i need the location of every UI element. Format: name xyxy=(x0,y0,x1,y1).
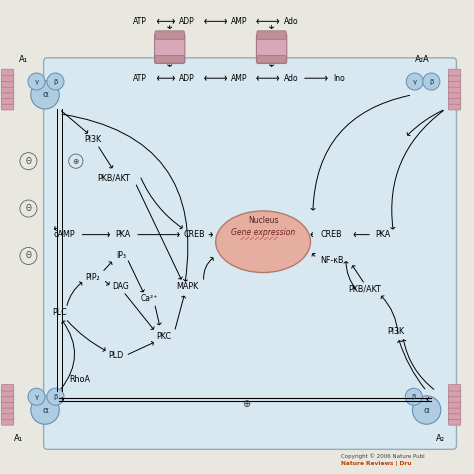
FancyBboxPatch shape xyxy=(448,419,461,425)
FancyBboxPatch shape xyxy=(155,31,184,39)
Text: cAMP: cAMP xyxy=(53,230,75,239)
Circle shape xyxy=(31,396,59,424)
Text: PI3K: PI3K xyxy=(387,328,404,336)
Text: A₁: A₁ xyxy=(14,434,24,443)
FancyBboxPatch shape xyxy=(1,401,14,408)
FancyBboxPatch shape xyxy=(1,384,14,391)
Circle shape xyxy=(47,388,64,405)
Text: CREB: CREB xyxy=(321,230,343,239)
Text: α: α xyxy=(42,406,48,414)
FancyBboxPatch shape xyxy=(448,92,461,99)
FancyBboxPatch shape xyxy=(1,413,14,419)
Text: β: β xyxy=(411,394,416,400)
Text: ATP: ATP xyxy=(133,17,147,26)
FancyBboxPatch shape xyxy=(1,86,14,93)
FancyBboxPatch shape xyxy=(448,390,461,397)
Text: PKA: PKA xyxy=(375,230,391,239)
Text: PIP₂: PIP₂ xyxy=(85,273,100,282)
Text: γ: γ xyxy=(413,79,417,84)
Text: Θ: Θ xyxy=(26,204,31,213)
Text: MAPK: MAPK xyxy=(176,283,198,291)
FancyBboxPatch shape xyxy=(256,34,287,64)
FancyBboxPatch shape xyxy=(448,407,461,414)
Text: γ: γ xyxy=(35,79,38,84)
Text: γ: γ xyxy=(35,394,38,400)
FancyBboxPatch shape xyxy=(448,81,461,87)
Text: A₂: A₂ xyxy=(437,434,445,443)
FancyBboxPatch shape xyxy=(448,69,461,76)
Text: PI3K: PI3K xyxy=(84,136,101,144)
Text: PLD: PLD xyxy=(109,351,124,360)
Text: Nucleus: Nucleus xyxy=(248,216,278,225)
FancyBboxPatch shape xyxy=(448,103,461,110)
FancyBboxPatch shape xyxy=(44,58,456,449)
Circle shape xyxy=(412,396,441,424)
Ellipse shape xyxy=(216,211,310,273)
FancyBboxPatch shape xyxy=(257,31,286,39)
FancyBboxPatch shape xyxy=(155,55,184,63)
Circle shape xyxy=(405,388,422,405)
FancyBboxPatch shape xyxy=(1,407,14,414)
Text: Θ: Θ xyxy=(26,157,31,165)
Text: ATP: ATP xyxy=(133,74,147,82)
FancyBboxPatch shape xyxy=(1,81,14,87)
Circle shape xyxy=(28,388,45,405)
FancyBboxPatch shape xyxy=(448,75,461,82)
Text: AMP: AMP xyxy=(231,17,247,26)
Text: RhoA: RhoA xyxy=(69,375,90,383)
FancyBboxPatch shape xyxy=(155,34,185,64)
FancyBboxPatch shape xyxy=(448,384,461,391)
Text: PKB/AKT: PKB/AKT xyxy=(348,285,382,293)
FancyBboxPatch shape xyxy=(448,396,461,402)
Circle shape xyxy=(28,73,45,90)
Text: α: α xyxy=(424,406,429,414)
Circle shape xyxy=(406,73,423,90)
Text: Ca²⁺: Ca²⁺ xyxy=(141,294,158,303)
Text: DAG: DAG xyxy=(112,283,129,291)
Text: Ado: Ado xyxy=(284,74,299,82)
Text: Copyright © 2006 Nature Publ: Copyright © 2006 Nature Publ xyxy=(341,453,425,459)
FancyBboxPatch shape xyxy=(1,103,14,110)
Text: ADP: ADP xyxy=(179,17,195,26)
Circle shape xyxy=(423,73,440,90)
Text: β: β xyxy=(429,79,434,84)
FancyBboxPatch shape xyxy=(448,401,461,408)
Text: PKB/AKT: PKB/AKT xyxy=(97,173,130,182)
Text: β: β xyxy=(53,394,58,400)
Text: Gene expression: Gene expression xyxy=(231,228,295,237)
Text: β: β xyxy=(53,79,58,84)
FancyBboxPatch shape xyxy=(257,55,286,63)
Text: Θ: Θ xyxy=(26,252,31,260)
FancyBboxPatch shape xyxy=(1,92,14,99)
Circle shape xyxy=(31,81,59,109)
FancyBboxPatch shape xyxy=(1,419,14,425)
Text: A₁: A₁ xyxy=(19,55,28,64)
Text: A₂A: A₂A xyxy=(414,55,429,64)
Text: Ino: Ino xyxy=(333,74,345,82)
Text: PLC: PLC xyxy=(52,309,67,317)
FancyBboxPatch shape xyxy=(1,390,14,397)
Text: α: α xyxy=(42,91,48,99)
FancyBboxPatch shape xyxy=(1,69,14,76)
Text: ⊕: ⊕ xyxy=(242,399,251,409)
FancyBboxPatch shape xyxy=(448,86,461,93)
Text: PKC: PKC xyxy=(156,332,171,341)
Text: AMP: AMP xyxy=(231,74,247,82)
Text: PKA: PKA xyxy=(116,230,131,239)
Text: IP₃: IP₃ xyxy=(116,252,126,260)
Text: ADP: ADP xyxy=(179,74,195,82)
Circle shape xyxy=(47,73,64,90)
FancyBboxPatch shape xyxy=(1,98,14,104)
Text: CREB: CREB xyxy=(183,230,205,239)
FancyBboxPatch shape xyxy=(448,98,461,104)
FancyBboxPatch shape xyxy=(1,396,14,402)
FancyBboxPatch shape xyxy=(448,413,461,419)
Text: ⊕: ⊕ xyxy=(73,157,79,165)
FancyBboxPatch shape xyxy=(1,75,14,82)
Text: NF-κB: NF-κB xyxy=(320,256,344,265)
Text: Nature Reviews | Dru: Nature Reviews | Dru xyxy=(341,461,412,466)
Text: Ado: Ado xyxy=(284,17,299,26)
